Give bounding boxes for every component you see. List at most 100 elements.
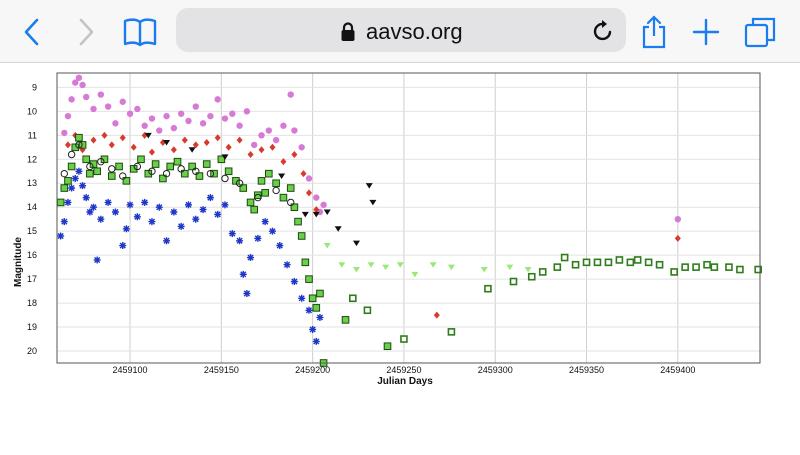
x-tick-label: 2459100: [113, 365, 148, 375]
data-point: [221, 115, 229, 122]
data-point: [126, 201, 134, 209]
data-point: [159, 174, 167, 183]
data-point: [79, 182, 87, 190]
data-point: [108, 141, 115, 149]
data-point: [192, 141, 199, 149]
data-point: [82, 194, 90, 202]
data-point: [166, 162, 175, 171]
data-point: [316, 313, 324, 321]
data-point: [122, 225, 130, 233]
tick-labels: 2459100 2459150 2459200 2459250 2459300 24593…: [27, 82, 695, 375]
data-point: [294, 217, 302, 226]
data-point: [352, 240, 360, 247]
plot-frame: [56, 72, 761, 364]
data-point: [633, 256, 642, 264]
lock-icon: [341, 22, 355, 41]
new-tab-button[interactable]: [686, 12, 726, 52]
data-point: [75, 74, 83, 81]
data-point: [75, 141, 83, 149]
share-button[interactable]: [634, 12, 674, 52]
data-point: [236, 237, 244, 245]
data-point: [247, 150, 254, 158]
data-point: [400, 335, 408, 343]
data-point: [674, 234, 681, 242]
data-point: [287, 198, 295, 207]
back-chevron-icon: [24, 18, 39, 46]
data-point: [97, 157, 105, 166]
data-point: [429, 262, 437, 268]
data-point: [279, 193, 288, 202]
back-button[interactable]: [12, 12, 52, 52]
data-point: [363, 306, 372, 315]
x-tick-label: 2459250: [386, 365, 421, 375]
data-point: [254, 191, 262, 200]
data-point: [119, 242, 127, 250]
data-point: [527, 272, 536, 281]
data-point: [64, 141, 71, 149]
data-point: [192, 167, 200, 175]
data-point: [725, 263, 733, 271]
data-point: [312, 337, 320, 345]
data-point: [202, 160, 211, 168]
data-point: [148, 167, 156, 175]
data-point: [214, 134, 221, 142]
data-point: [90, 105, 97, 113]
data-point: [239, 270, 247, 278]
data-point: [82, 155, 91, 164]
data-point: [283, 261, 291, 269]
data-point: [291, 150, 298, 158]
data-point: [188, 162, 196, 171]
data-point: [670, 268, 678, 276]
data-point: [181, 136, 188, 144]
data-point: [177, 165, 185, 173]
data-points: [56, 74, 762, 367]
reload-icon[interactable]: [592, 19, 614, 43]
data-point: [235, 179, 244, 187]
data-point: [272, 179, 280, 188]
address-bar[interactable]: aavso.org: [176, 8, 626, 52]
forward-chevron-icon: [79, 18, 94, 46]
data-point: [185, 117, 192, 125]
browser-toolbar: aavso.org: [0, 0, 800, 63]
data-point: [173, 157, 182, 166]
data-point: [122, 177, 131, 185]
data-point: [108, 165, 116, 173]
data-point: [206, 169, 215, 178]
data-point: [141, 198, 149, 206]
data-point: [156, 127, 163, 134]
data-point: [258, 146, 265, 154]
data-point: [60, 169, 69, 178]
tabs-icon: [744, 17, 776, 48]
tabs-button[interactable]: [740, 12, 780, 52]
forward-button[interactable]: [66, 12, 106, 52]
data-point: [68, 96, 75, 103]
data-point: [447, 328, 456, 336]
data-point: [316, 289, 324, 298]
y-tick-label: 13: [27, 178, 37, 188]
data-point: [119, 134, 126, 142]
data-point: [626, 258, 635, 267]
data-point: [674, 215, 682, 223]
data-point: [308, 294, 317, 303]
data-point: [239, 184, 248, 192]
y-tick-label: 18: [27, 298, 37, 308]
data-point: [199, 206, 207, 214]
data-point: [225, 143, 232, 151]
data-point: [224, 167, 233, 176]
data-point: [509, 277, 518, 286]
data-point: [312, 211, 320, 218]
data-point: [93, 256, 101, 264]
data-point: [305, 175, 313, 182]
data-point: [280, 158, 287, 166]
data-point: [89, 160, 98, 168]
data-point: [280, 122, 287, 129]
data-point: [309, 325, 317, 333]
bookmarks-button[interactable]: [120, 12, 160, 52]
data-point: [199, 120, 207, 127]
data-point: [93, 167, 101, 176]
data-point: [383, 342, 392, 351]
data-point: [433, 311, 440, 319]
data-point: [67, 150, 76, 159]
data-point: [305, 275, 313, 283]
data-point: [257, 177, 266, 185]
